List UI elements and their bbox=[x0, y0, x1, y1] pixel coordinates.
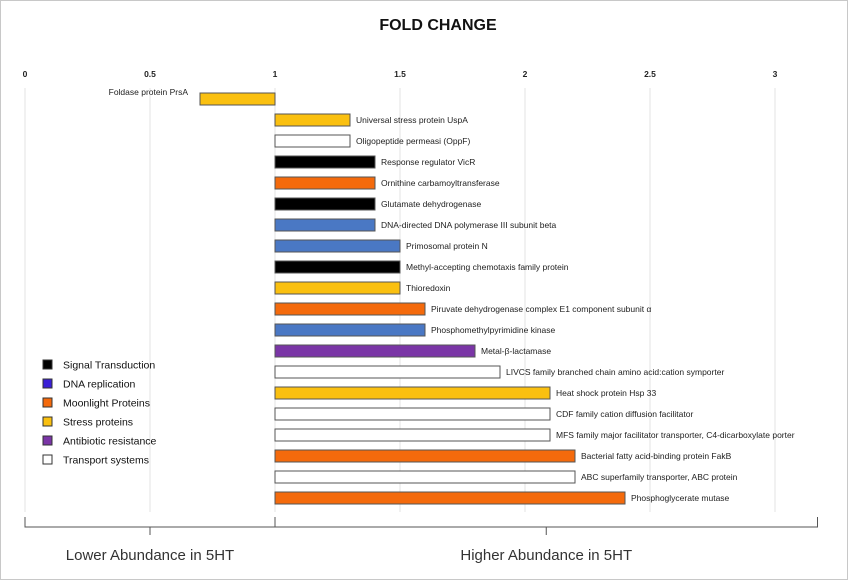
x-axis-ticks: 0 0.5 1 1.5 2 2.5 3 bbox=[23, 69, 778, 79]
legend-label: DNA replication bbox=[63, 379, 136, 391]
bar bbox=[274, 113, 351, 127]
x-tick-label: 1 bbox=[273, 69, 278, 79]
x-tick-label: 2.5 bbox=[644, 69, 656, 79]
bar bbox=[274, 344, 476, 358]
bar bbox=[274, 323, 426, 337]
region-label: Lower Abundance in 5HT bbox=[66, 547, 234, 564]
gridlines bbox=[24, 88, 776, 512]
bar bbox=[274, 218, 376, 232]
bar-label: Piruvate dehydrogenase complex E1 compon… bbox=[431, 304, 651, 314]
bar bbox=[274, 449, 576, 463]
bar bbox=[199, 92, 276, 106]
bar-label: Metal-β-lactamase bbox=[481, 346, 551, 356]
bar bbox=[274, 176, 376, 190]
bar-label: Universal stress protein UspA bbox=[356, 115, 468, 125]
bar bbox=[274, 428, 551, 442]
bar-label: Phosphoglycerate mutase bbox=[631, 493, 730, 503]
bar-label: Primosomal protein N bbox=[406, 241, 488, 251]
bar-label: Methyl-accepting chemotaxis family prote… bbox=[406, 262, 569, 272]
x-tick-label: 0 bbox=[23, 69, 28, 79]
legend-label: Transport systems bbox=[63, 455, 149, 467]
abundance-regions: Lower Abundance in 5HT Higher Abundance i… bbox=[24, 517, 818, 564]
legend-label: Stress proteins bbox=[63, 417, 133, 429]
bar bbox=[274, 281, 401, 295]
bar-label: DNA-directed DNA polymerase III subunit … bbox=[381, 220, 557, 230]
legend-label: Antibiotic resistance bbox=[63, 436, 157, 448]
bar-label: MFS family major facilitator transporter… bbox=[556, 430, 795, 440]
bar-label: Ornithine carbamoyltransferase bbox=[381, 178, 500, 188]
x-tick-label: 3 bbox=[773, 69, 778, 79]
bar-label: Thioredoxin bbox=[406, 283, 451, 293]
bar-label: ABC superfamily transporter, ABC protein bbox=[581, 472, 738, 482]
bar-label: Bacterial fatty acid-binding protein Fak… bbox=[581, 451, 732, 461]
bar-label: Foldase protein PrsA bbox=[109, 87, 189, 97]
bar-label: LIVCS family branched chain amino acid:c… bbox=[506, 367, 724, 377]
region-label: Higher Abundance in 5HT bbox=[460, 547, 632, 564]
x-tick-label: 1.5 bbox=[394, 69, 406, 79]
bar bbox=[274, 134, 351, 148]
legend: Signal Transduction DNA replication Moonli… bbox=[42, 359, 157, 467]
x-tick-label: 2 bbox=[523, 69, 528, 79]
legend-swatch bbox=[42, 416, 53, 427]
bar bbox=[274, 365, 501, 379]
bar-label: Oligopeptide permeasi (OppF) bbox=[356, 136, 471, 146]
bar bbox=[274, 407, 551, 421]
region-bracket bbox=[274, 517, 818, 535]
bars: Foldase protein PrsA Universal stress pro… bbox=[109, 87, 795, 505]
chart-title: FOLD CHANGE bbox=[379, 17, 497, 34]
legend-swatch bbox=[42, 378, 53, 389]
legend-label: Signal Transduction bbox=[63, 360, 155, 372]
legend-swatch bbox=[42, 397, 53, 408]
bar bbox=[274, 260, 401, 274]
bar bbox=[274, 470, 576, 484]
bar bbox=[274, 239, 401, 253]
region-bracket bbox=[24, 517, 276, 535]
legend-label: Moonlight Proteins bbox=[63, 398, 150, 410]
legend-swatch bbox=[42, 454, 53, 465]
legend-swatch bbox=[42, 359, 53, 370]
bar bbox=[274, 491, 626, 505]
bar-label: Phosphomethylpyrimidine kinase bbox=[431, 325, 556, 335]
bar-label: Glutamate dehydrogenase bbox=[381, 199, 481, 209]
bar-label: CDF family cation diffusion facilitator bbox=[556, 409, 693, 419]
bar-label: Response regulator VicR bbox=[381, 157, 475, 167]
bar bbox=[274, 386, 551, 400]
bar bbox=[274, 197, 376, 211]
bar bbox=[274, 155, 376, 169]
x-tick-label: 0.5 bbox=[144, 69, 156, 79]
bar-label: Heat shock protein Hsp 33 bbox=[556, 388, 656, 398]
bar bbox=[274, 302, 426, 316]
legend-swatch bbox=[42, 435, 53, 446]
